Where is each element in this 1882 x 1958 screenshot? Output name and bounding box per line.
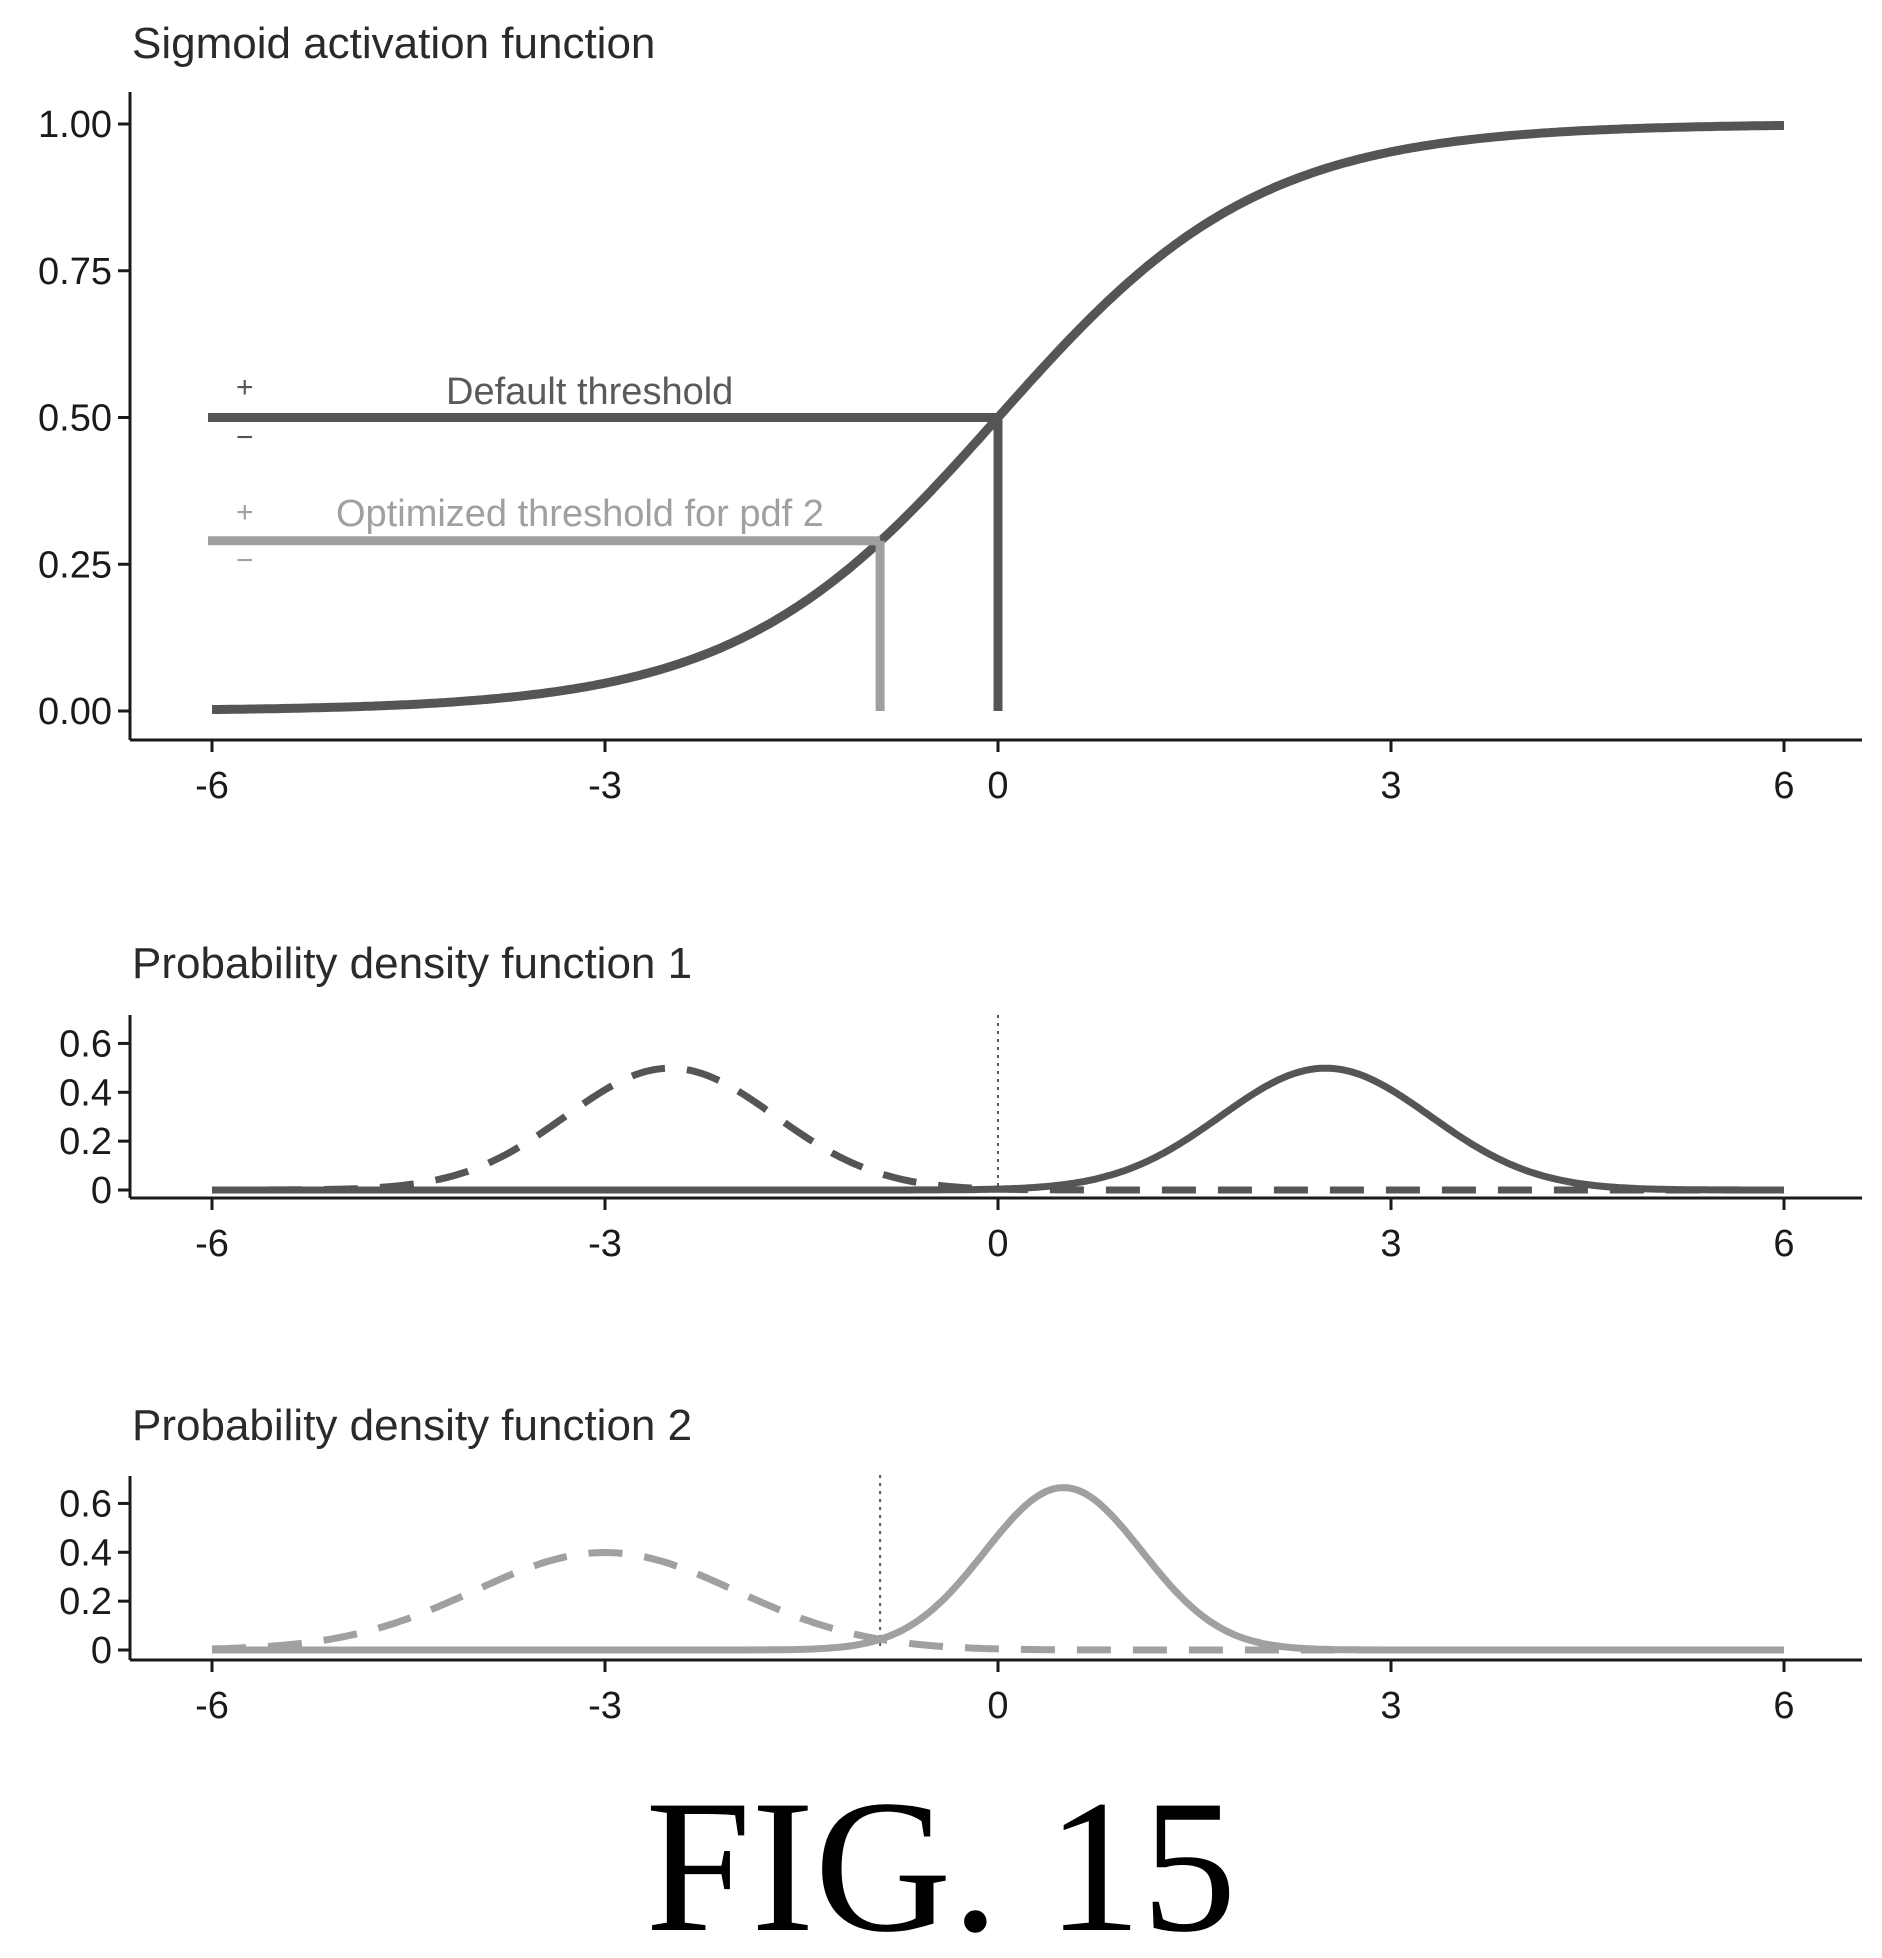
y-tick-label: 0.2 xyxy=(59,1121,112,1163)
x-tick-label: 0 xyxy=(987,1685,1008,1727)
pdf1-axes: -6 -3 0 3 6 0 0.2 0.4 0.6 xyxy=(59,1015,1862,1265)
y-tick-label: 0.25 xyxy=(38,544,112,586)
x-tick-label: -6 xyxy=(195,765,229,807)
pdf2-title: Probability density function 2 xyxy=(132,1401,692,1450)
x-tick-label: -3 xyxy=(588,1223,622,1265)
default-threshold-minus: − xyxy=(236,421,254,454)
y-tick-label: 0.6 xyxy=(59,1483,112,1525)
optimized-threshold-plus: + xyxy=(236,496,254,529)
x-tick-label: -6 xyxy=(195,1223,229,1265)
sigmoid-panel: Sigmoid activation function -6 -3 0 3 6 0.00 0… xyxy=(38,19,1862,807)
x-tick-label: 0 xyxy=(987,1223,1008,1265)
default-threshold-label: Default threshold xyxy=(446,371,733,413)
x-tick-label: -3 xyxy=(588,1685,622,1727)
x-tick-label: -6 xyxy=(195,1685,229,1727)
y-tick-label: 0.4 xyxy=(59,1532,112,1574)
y-tick-label: 0.50 xyxy=(38,398,112,440)
optimized-threshold-minus: − xyxy=(236,544,254,577)
pdf2-panel: Probability density function 2 -6 -3 0 3 6 0 0… xyxy=(59,1401,1862,1727)
pdf1-title: Probability density function 1 xyxy=(132,939,692,988)
pdf1-panel: Probability density function 1 -6 -3 0 3 6 0 0… xyxy=(59,939,1862,1265)
sigmoid-threshold-labels: + − Default threshold + − Optimized thre… xyxy=(236,371,824,577)
y-tick-label: 0 xyxy=(91,1630,112,1672)
x-tick-label: -3 xyxy=(588,765,622,807)
pdf2-lines xyxy=(211,1475,1784,1654)
sigmoid-lines xyxy=(208,121,1785,714)
x-tick-label: 3 xyxy=(1380,1685,1401,1727)
dashed-curve-series-0 xyxy=(211,1549,1784,1654)
sigmoid-axes: -6 -3 0 3 6 0.00 0.25 0.50 0.75 1.00 xyxy=(38,92,1862,807)
solid-curve-series-1 xyxy=(212,1064,1784,1194)
y-tick-label: 0.2 xyxy=(59,1581,112,1623)
solid-curve-series-1 xyxy=(212,1484,1784,1654)
y-tick-label: 0.6 xyxy=(59,1023,112,1065)
sigmoid-title: Sigmoid activation function xyxy=(132,19,655,68)
optimized-threshold-label: Optimized threshold for pdf 2 xyxy=(336,493,824,535)
x-tick-label: 6 xyxy=(1773,1685,1794,1727)
x-tick-label: 3 xyxy=(1380,765,1401,807)
x-tick-label: 0 xyxy=(987,765,1008,807)
y-tick-label: 1.00 xyxy=(38,104,112,146)
x-tick-label: 6 xyxy=(1773,1223,1794,1265)
y-tick-label: 0.4 xyxy=(59,1072,112,1114)
x-tick-label: 6 xyxy=(1773,765,1794,807)
y-tick-label: 0.75 xyxy=(38,251,112,293)
x-tick-label: 3 xyxy=(1380,1223,1401,1265)
pdf1-lines xyxy=(212,1015,1784,1194)
y-tick-label: 0 xyxy=(91,1170,112,1212)
y-tick-label: 0.00 xyxy=(38,691,112,733)
default-threshold-plus: + xyxy=(236,371,254,404)
figure-caption: FIG. 15 xyxy=(645,1762,1236,1958)
pdf2-axes: -6 -3 0 3 6 0 0.2 0.4 0.6 xyxy=(59,1476,1862,1727)
